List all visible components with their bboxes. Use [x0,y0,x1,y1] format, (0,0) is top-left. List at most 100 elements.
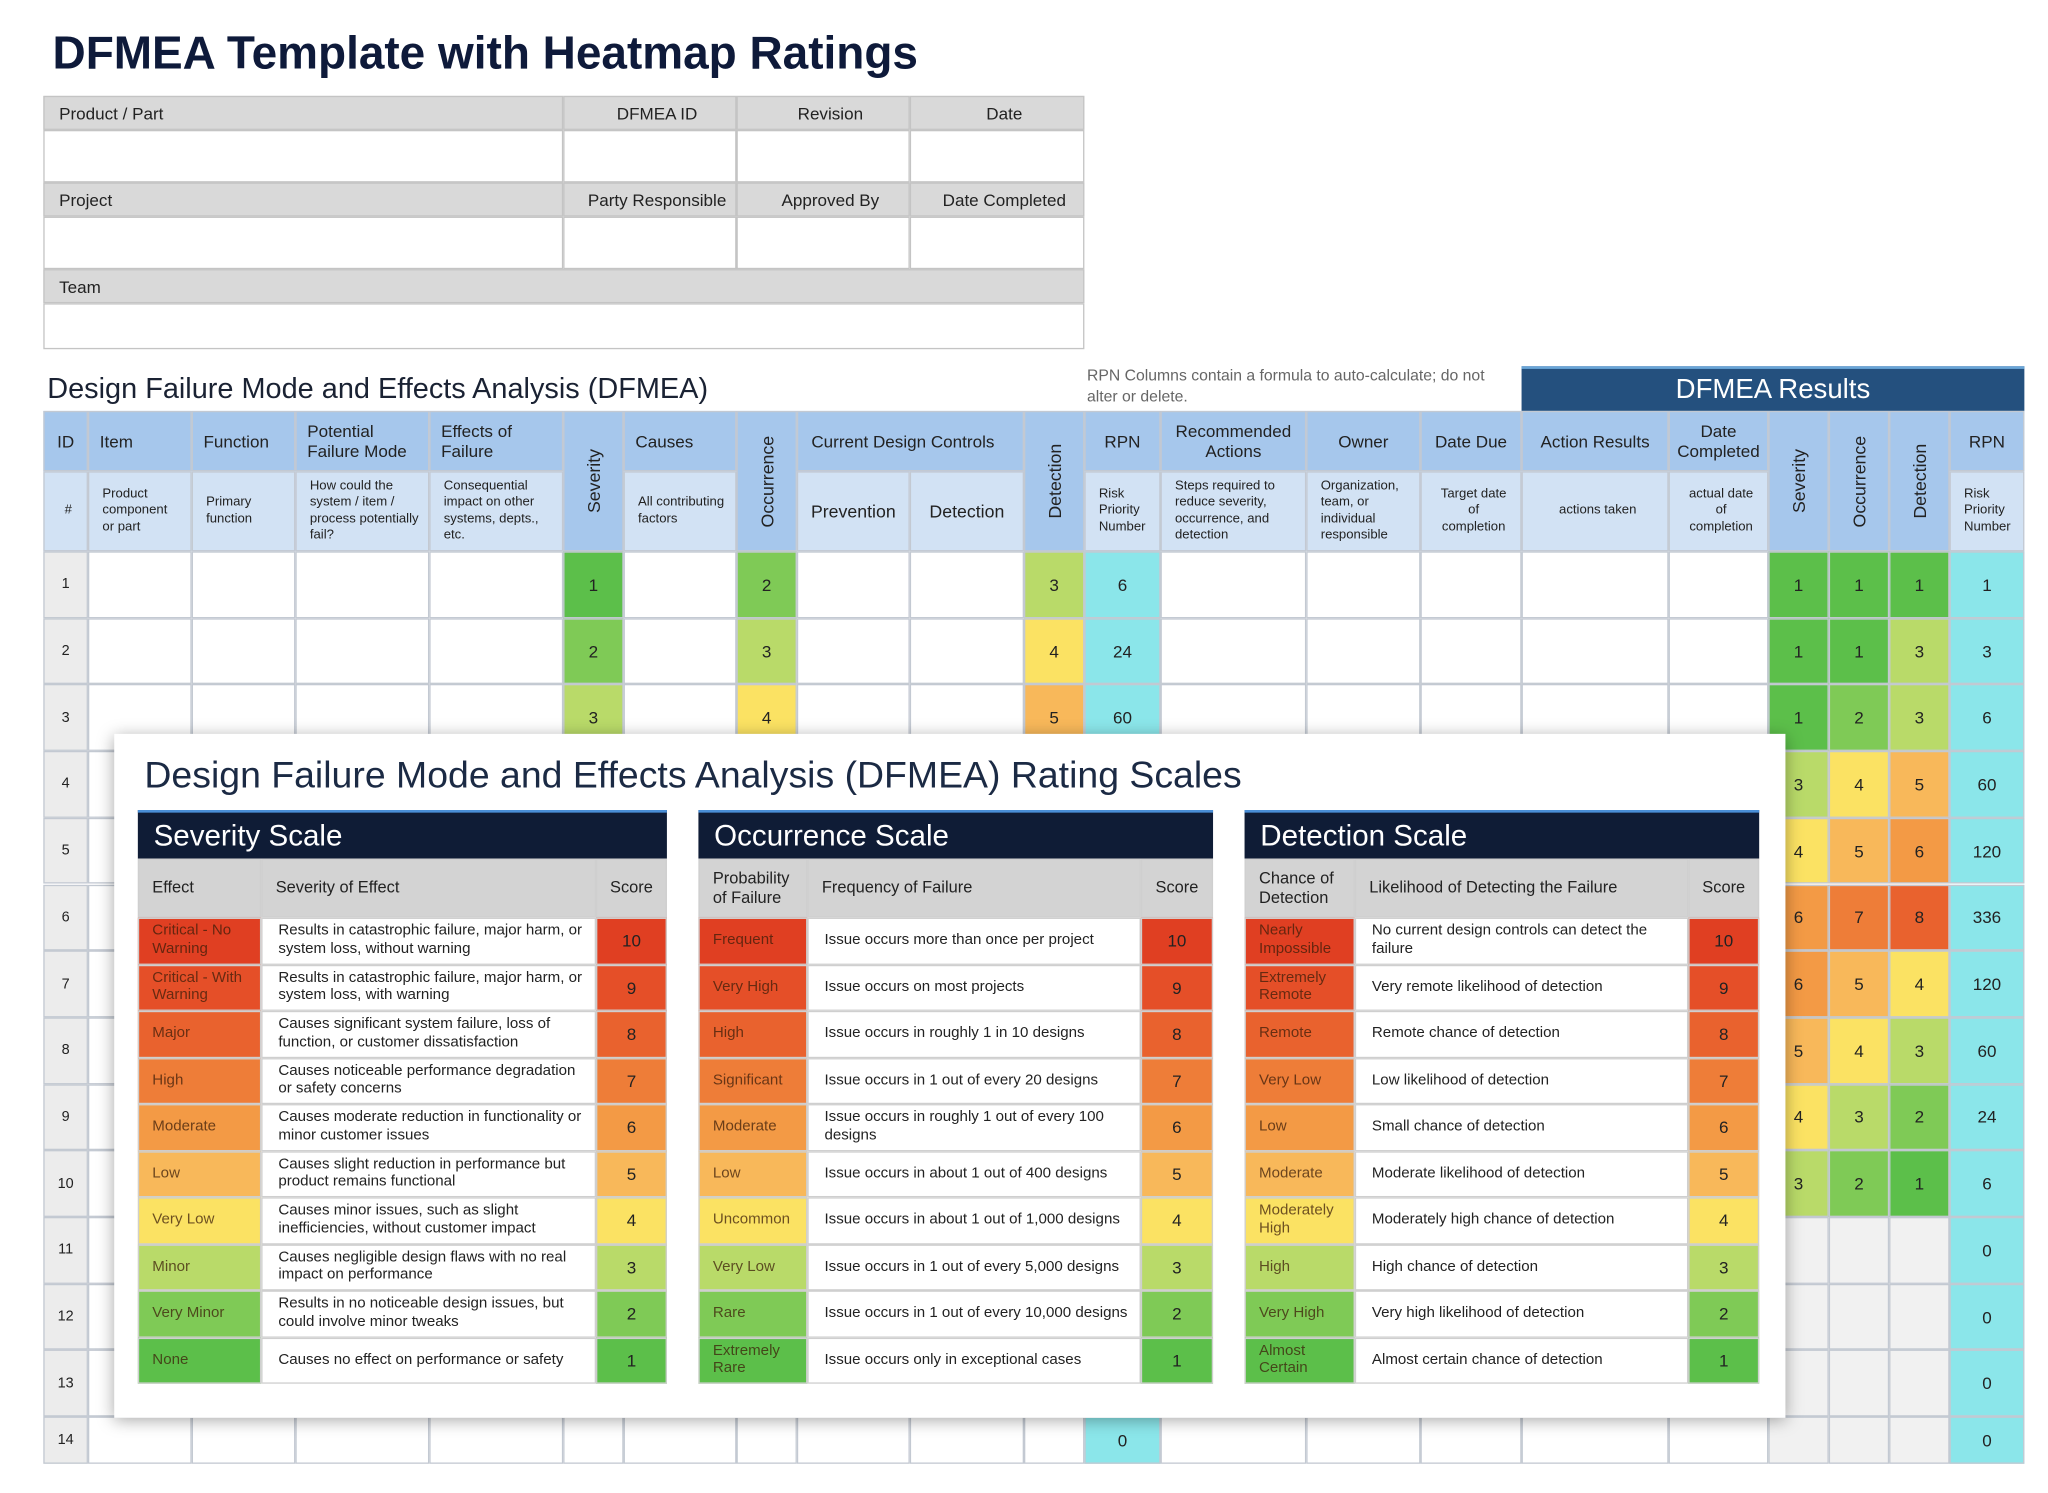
column-header-text: Severity [583,449,604,514]
scale-description: Causes negligible design flaws with no r… [261,1243,597,1291]
row-id: 7 [43,950,88,1018]
scale-description: Issue occurs more than once per project [807,917,1141,965]
column-header: Occurrence [736,410,797,552]
column-description: actual date of completion [1668,471,1769,552]
cell [1306,1416,1421,1464]
rating-cell: 3 [1889,617,1950,685]
form-label: Date [909,95,1085,130]
column-description: Target date of completion [1420,471,1522,552]
scale-description: Causes no effect on performance or safet… [261,1337,597,1384]
scale-description: Causes noticeable performance degradatio… [261,1057,597,1105]
form-field [736,129,910,183]
scale-score: 1 [1140,1337,1214,1384]
section-title: Design Failure Mode and Effects Analysis… [47,371,709,405]
scale-description: Causes moderate reduction in functionali… [261,1104,597,1151]
scale-title: Severity Scale [137,810,667,859]
rating-cell: 1 [1768,617,1829,685]
form-label: Team [43,269,1085,304]
column-header-text: Detection [1909,443,1930,519]
cell [1160,617,1307,685]
cell [295,1416,430,1464]
scale-level: Almost Certain [1244,1337,1355,1384]
cell [1306,551,1421,618]
cell [909,617,1024,685]
scale-level: Critical - With Warning [137,964,262,1011]
scale-description: Issue occurs in 1 out of every 5,000 des… [807,1243,1141,1291]
scale-description: Moderate likelihood of detection [1354,1150,1689,1198]
cell [429,551,564,618]
scale-level: Minor [137,1243,262,1291]
scale-score: 5 [1688,1150,1760,1198]
cell [623,1416,737,1464]
scale-level: Low [137,1150,262,1198]
row-id: 5 [43,817,88,885]
scale-level: Uncommon [698,1197,808,1244]
rating-cell: 2 [1828,684,1890,752]
scale-level: Low [1244,1104,1355,1151]
scale-header: Score [596,858,667,918]
cell [1828,1350,1890,1417]
scale-level: Moderately High [1244,1197,1355,1244]
scale-header: Effect [137,858,262,918]
note: RPN Columns contain a formula to auto-ca… [1087,366,1485,406]
rating-cell: 3 [1889,1017,1950,1084]
column-description: Organization, team, or individual respon… [1306,471,1421,552]
cell [295,551,430,618]
scale-score: 3 [1140,1243,1214,1291]
cell [1889,1283,1950,1351]
scale-score: 10 [1140,917,1214,965]
scale-description: Moderately high chance of detection [1354,1197,1689,1244]
column-description: Steps required to reduce severity, occur… [1160,471,1307,552]
cell [191,1416,296,1464]
column-header: Detection [1889,410,1950,552]
cell [191,551,296,618]
column-header: ID [43,410,88,472]
cell [563,1416,624,1464]
cell [796,551,910,618]
column-description: Risk Priority Number [1949,471,2025,552]
cell [87,617,192,685]
scale-score: 10 [1688,917,1760,965]
column-header: Item [87,410,192,472]
scale-score: 3 [1688,1243,1760,1291]
group-header: Current Design Controls [796,410,1024,472]
scale-level: Frequent [698,917,808,965]
scale-description: Small chance of detection [1354,1104,1689,1151]
column-header: Causes [623,410,737,472]
scale-title: Detection Scale [1244,810,1760,859]
rating-cell: 0 [1949,1350,2025,1417]
cell [429,617,564,685]
cell [1889,1216,1950,1284]
cell [1889,1416,1950,1464]
scale-level: Extremely Remote [1244,964,1355,1011]
scale-level: Nearly Impossible [1244,917,1355,965]
rating-cell: 2 [563,617,624,685]
scale-header: Frequency of Failure [807,858,1141,918]
scale-score: 8 [1688,1010,1760,1058]
rating-cell: 6 [1949,1150,2025,1217]
cell [1160,551,1307,618]
cell [1668,551,1769,618]
cell [1521,551,1669,618]
column-description: Primary function [191,471,296,552]
rating-cell: 3 [1023,551,1085,618]
row-id: 12 [43,1283,88,1351]
row-id: 14 [43,1416,88,1464]
scale-description: Issue occurs in 1 out of every 20 design… [807,1057,1141,1105]
row-id: 8 [43,1017,88,1084]
rating-cell: 6 [1949,684,2025,752]
rating-cell: 60 [1949,1017,2025,1084]
rating-cell: 2 [736,551,797,618]
column-header-text: Severity [1788,449,1809,514]
rating-cell: 120 [1949,817,2025,885]
rating-cell: 1 [1949,551,2025,618]
cell [1160,1416,1307,1464]
form-field [909,216,1085,270]
rating-cell: 4 [1889,950,1950,1018]
column-header: Occurrence [1828,410,1890,552]
rating-cell: 1 [563,551,624,618]
scale-description: Issue occurs in 1 out of every 10,000 de… [807,1290,1141,1338]
scale-level: Major [137,1010,262,1058]
